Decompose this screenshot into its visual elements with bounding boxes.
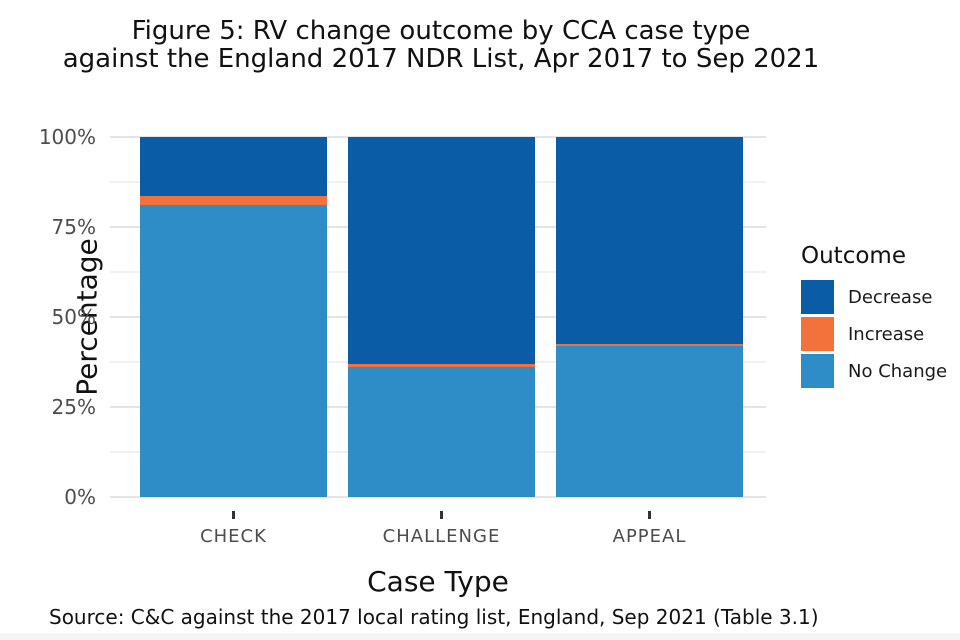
legend-item-increase: Increase (801, 317, 947, 351)
bar-check (140, 137, 327, 497)
legend-title: Outcome (801, 243, 906, 269)
gridline-major (110, 496, 766, 498)
gridline-major (110, 136, 766, 138)
y-tick-label: 25% (51, 395, 96, 419)
bar-segment-decrease (556, 137, 743, 345)
bar-segment-no-change (348, 367, 535, 497)
x-tick-mark (440, 511, 443, 519)
chart-title: Figure 5: RV change outcome by CCA case … (63, 17, 820, 73)
legend-label: No Change (848, 360, 948, 382)
source-note: Source: C&C against the 2017 local ratin… (49, 605, 819, 629)
legend-label: Increase (848, 323, 925, 345)
x-tick-mark (232, 511, 235, 519)
y-tick-label: 50% (51, 305, 96, 329)
chart-title-line1: Figure 5: RV change outcome by CCA case … (131, 16, 751, 46)
x-axis-title: Case Type (367, 565, 509, 598)
bar-segment-increase (556, 344, 743, 346)
x-tick-mark (648, 511, 651, 519)
bar-segment-increase (140, 196, 327, 206)
bar-appeal (556, 137, 743, 497)
bar-segment-no-change (140, 205, 327, 497)
legend-swatch (801, 280, 834, 314)
legend-swatch (801, 354, 834, 388)
y-tick-label: 0% (64, 485, 96, 509)
bar-segment-decrease (140, 137, 327, 197)
bar-segment-increase (348, 363, 535, 368)
bar-challenge (348, 137, 535, 497)
chart-title-line2: against the England 2017 NDR List, Apr 2… (62, 44, 820, 74)
legend-items: Decrease Increase No Change (801, 280, 947, 388)
x-tick-label-check: CHECK (200, 526, 267, 547)
x-tick-label-appeal: APPEAL (612, 526, 687, 547)
bar-segment-decrease (348, 137, 535, 364)
y-tick-label: 100% (38, 125, 96, 149)
legend: Outcome Decrease Increase No Change (801, 243, 947, 391)
y-tick-label: 75% (51, 215, 96, 239)
legend-label: Decrease (848, 286, 933, 308)
bottom-edge-strip (0, 633, 960, 640)
x-tick-label-challenge: CHALLENGE (382, 526, 501, 547)
legend-swatch (801, 317, 834, 351)
legend-item-no-change: No Change (801, 354, 947, 388)
bar-segment-no-change (556, 345, 743, 497)
legend-item-decrease: Decrease (801, 280, 947, 314)
